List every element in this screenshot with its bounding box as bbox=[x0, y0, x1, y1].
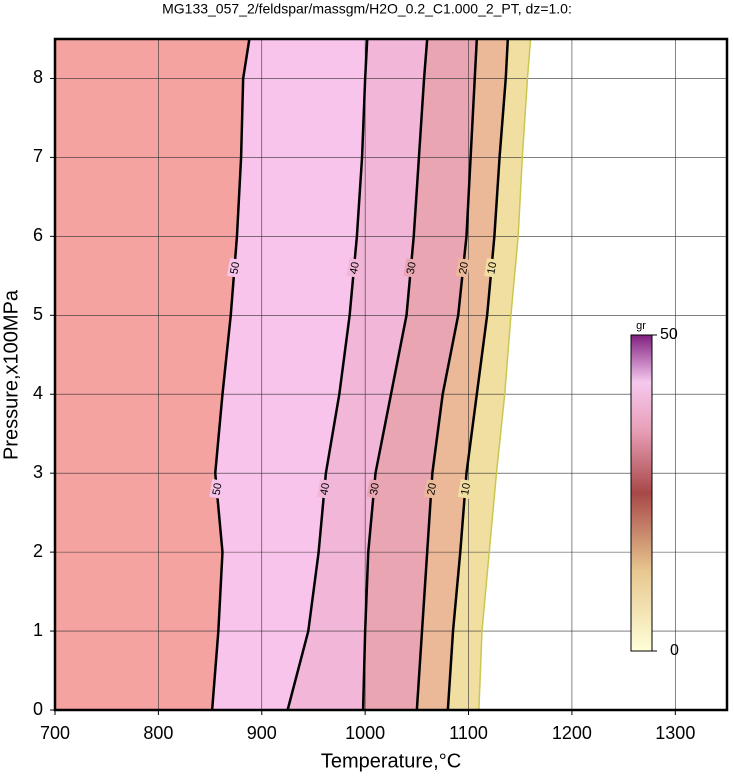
y-tick-label: 6 bbox=[33, 225, 43, 245]
x-tick-label: 1200 bbox=[552, 723, 592, 743]
y-tick-label: 4 bbox=[33, 383, 43, 403]
x-axis-label: Temperature,°C bbox=[321, 750, 461, 772]
y-tick-label: 2 bbox=[33, 541, 43, 561]
contour-label: 10 bbox=[484, 258, 499, 278]
x-tick-label: 800 bbox=[143, 723, 173, 743]
contour-label: 20 bbox=[455, 258, 471, 278]
chart-title: MG133_057_2/feldspar/massgm/H2O_0.2_C1.0… bbox=[162, 1, 572, 17]
y-tick-label: 5 bbox=[33, 304, 43, 324]
contour-label: 10 bbox=[457, 479, 473, 499]
region-fill bbox=[287, 39, 428, 710]
contour-label: 50 bbox=[227, 258, 242, 278]
y-tick-label: 1 bbox=[33, 620, 43, 640]
contour-label-text: 20 bbox=[425, 482, 439, 496]
plot-frame bbox=[53, 37, 729, 712]
region-fill bbox=[212, 39, 368, 710]
contour-label-text: 40 bbox=[318, 482, 332, 496]
contour-label: 20 bbox=[423, 479, 439, 499]
contour-label-bg bbox=[209, 479, 225, 499]
colorbar-unit: gr bbox=[636, 320, 646, 332]
plot-area: 50 50 40 40 30 30 20 20 10 10 bbox=[54, 38, 727, 711]
contour-label-text: 10 bbox=[485, 261, 499, 275]
contour-label: 40 bbox=[316, 479, 332, 499]
contour-label-text: 50 bbox=[211, 482, 225, 496]
contour-label: 50 bbox=[209, 479, 225, 499]
y-tick-label: 8 bbox=[33, 67, 43, 87]
colorbar bbox=[630, 334, 653, 652]
x-tick-label: 1000 bbox=[345, 723, 385, 743]
contour-label-bg bbox=[423, 479, 439, 499]
contour-line bbox=[286, 38, 369, 711]
x-tick-label: 900 bbox=[247, 723, 277, 743]
contour-label-bg bbox=[366, 479, 382, 499]
contour-label-text: 30 bbox=[368, 482, 382, 496]
x-tick-label: 1300 bbox=[655, 723, 695, 743]
contour-label: 30 bbox=[366, 479, 382, 499]
contour-line bbox=[446, 38, 510, 711]
region-fill bbox=[416, 39, 508, 710]
colorbar-max: 50 bbox=[660, 326, 678, 343]
contour-label-text: 50 bbox=[228, 261, 242, 275]
colorbar-min: 0 bbox=[670, 642, 679, 659]
contour-label-bg bbox=[227, 258, 242, 278]
region-fill bbox=[363, 39, 477, 710]
y-tick-label: 7 bbox=[33, 146, 43, 166]
contour-label-text: 10 bbox=[459, 482, 473, 496]
contour-label-text: 40 bbox=[348, 261, 362, 275]
contour-label-text: 30 bbox=[405, 261, 419, 275]
contour-label-bg bbox=[484, 258, 499, 278]
contour-line bbox=[361, 38, 429, 711]
contour-label-text: 20 bbox=[457, 261, 471, 275]
y-axis-label: Pressure,x100MPa bbox=[0, 289, 22, 460]
contour-label: 30 bbox=[403, 258, 419, 278]
contour-edge bbox=[478, 38, 532, 711]
contour-label-bg bbox=[403, 258, 419, 278]
y-tick-label: 3 bbox=[33, 462, 43, 482]
x-tick-label: 1100 bbox=[449, 723, 488, 743]
contour-line bbox=[415, 38, 479, 711]
contour-label: 40 bbox=[346, 258, 362, 278]
contour-line bbox=[210, 38, 251, 711]
contour-label-bg bbox=[346, 258, 362, 278]
contour-label-bg bbox=[455, 258, 471, 278]
contour-label-bg bbox=[457, 479, 473, 499]
y-tick-label: 0 bbox=[33, 699, 43, 719]
contour-label-bg bbox=[316, 479, 332, 499]
region-fill bbox=[478, 39, 727, 710]
x-tick-label: 700 bbox=[40, 723, 70, 743]
